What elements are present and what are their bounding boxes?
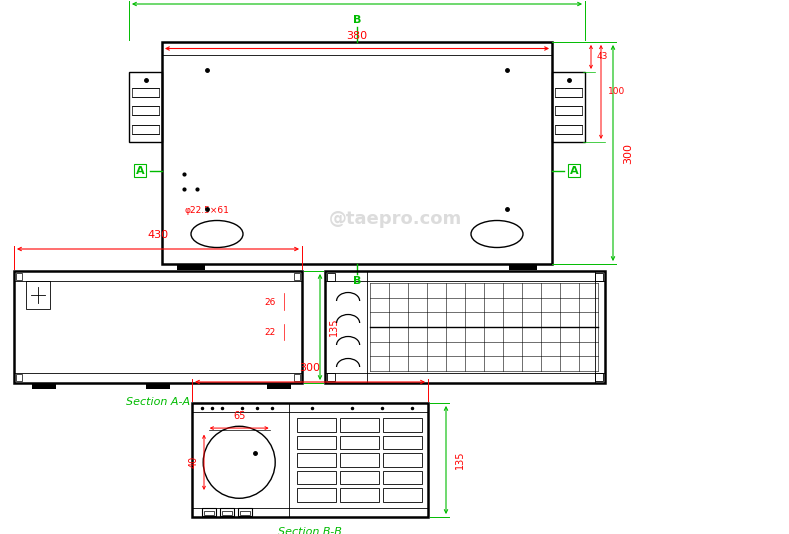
Bar (202, 508, 216, 516)
Text: @taepro.com: @taepro.com (328, 210, 462, 228)
Bar (177, 264, 205, 270)
Text: 135: 135 (329, 318, 339, 336)
Bar (383, 436, 422, 449)
Bar (204, 511, 214, 515)
Bar (222, 511, 232, 515)
Bar (340, 418, 379, 431)
Bar (383, 453, 422, 467)
Bar (238, 508, 252, 516)
Bar (267, 383, 291, 389)
Bar (297, 489, 336, 502)
Bar (555, 88, 582, 97)
Bar (294, 374, 300, 381)
Text: A: A (570, 166, 578, 176)
Bar (383, 471, 422, 484)
Text: 300: 300 (300, 363, 320, 373)
Ellipse shape (471, 221, 523, 247)
Bar (16, 273, 22, 280)
Bar (14, 271, 302, 383)
Bar (132, 125, 159, 134)
Bar (294, 273, 300, 280)
Bar (340, 453, 379, 467)
Bar (555, 106, 582, 115)
Bar (132, 88, 159, 97)
Bar (240, 511, 250, 515)
Bar (595, 373, 603, 381)
Bar (325, 271, 605, 383)
Bar (129, 72, 162, 142)
Bar (327, 273, 335, 281)
Text: 43: 43 (597, 52, 608, 61)
Bar (340, 436, 379, 449)
Text: Section A-A: Section A-A (126, 397, 190, 407)
Bar (327, 373, 335, 381)
Text: 40: 40 (189, 456, 199, 468)
Text: 22: 22 (264, 328, 275, 337)
Text: Section B-B: Section B-B (278, 527, 342, 534)
Text: B: B (353, 15, 361, 25)
Bar (297, 471, 336, 484)
Bar (32, 383, 56, 389)
Bar (340, 489, 379, 502)
Text: B: B (353, 276, 361, 286)
Text: 135: 135 (455, 451, 465, 469)
Text: 100: 100 (608, 88, 625, 97)
Bar (509, 264, 537, 270)
Bar (297, 453, 336, 467)
Text: 300: 300 (623, 143, 633, 163)
Bar (220, 508, 234, 516)
Bar (595, 273, 603, 281)
Bar (383, 418, 422, 431)
Text: 26: 26 (264, 298, 275, 307)
Bar (552, 72, 585, 142)
Bar (162, 42, 552, 264)
Bar (146, 383, 170, 389)
Bar (297, 436, 336, 449)
Text: 65: 65 (233, 411, 245, 421)
Bar (26, 281, 50, 309)
Text: φ22.5×61: φ22.5×61 (184, 206, 229, 215)
Bar (16, 374, 22, 381)
Bar (192, 403, 428, 517)
Text: 430: 430 (148, 230, 169, 240)
Bar (297, 418, 336, 431)
Bar (383, 489, 422, 502)
Bar (340, 471, 379, 484)
Bar (555, 125, 582, 134)
Text: A: A (136, 166, 144, 176)
Ellipse shape (191, 221, 243, 247)
Text: 380: 380 (346, 30, 368, 41)
Bar (132, 106, 159, 115)
